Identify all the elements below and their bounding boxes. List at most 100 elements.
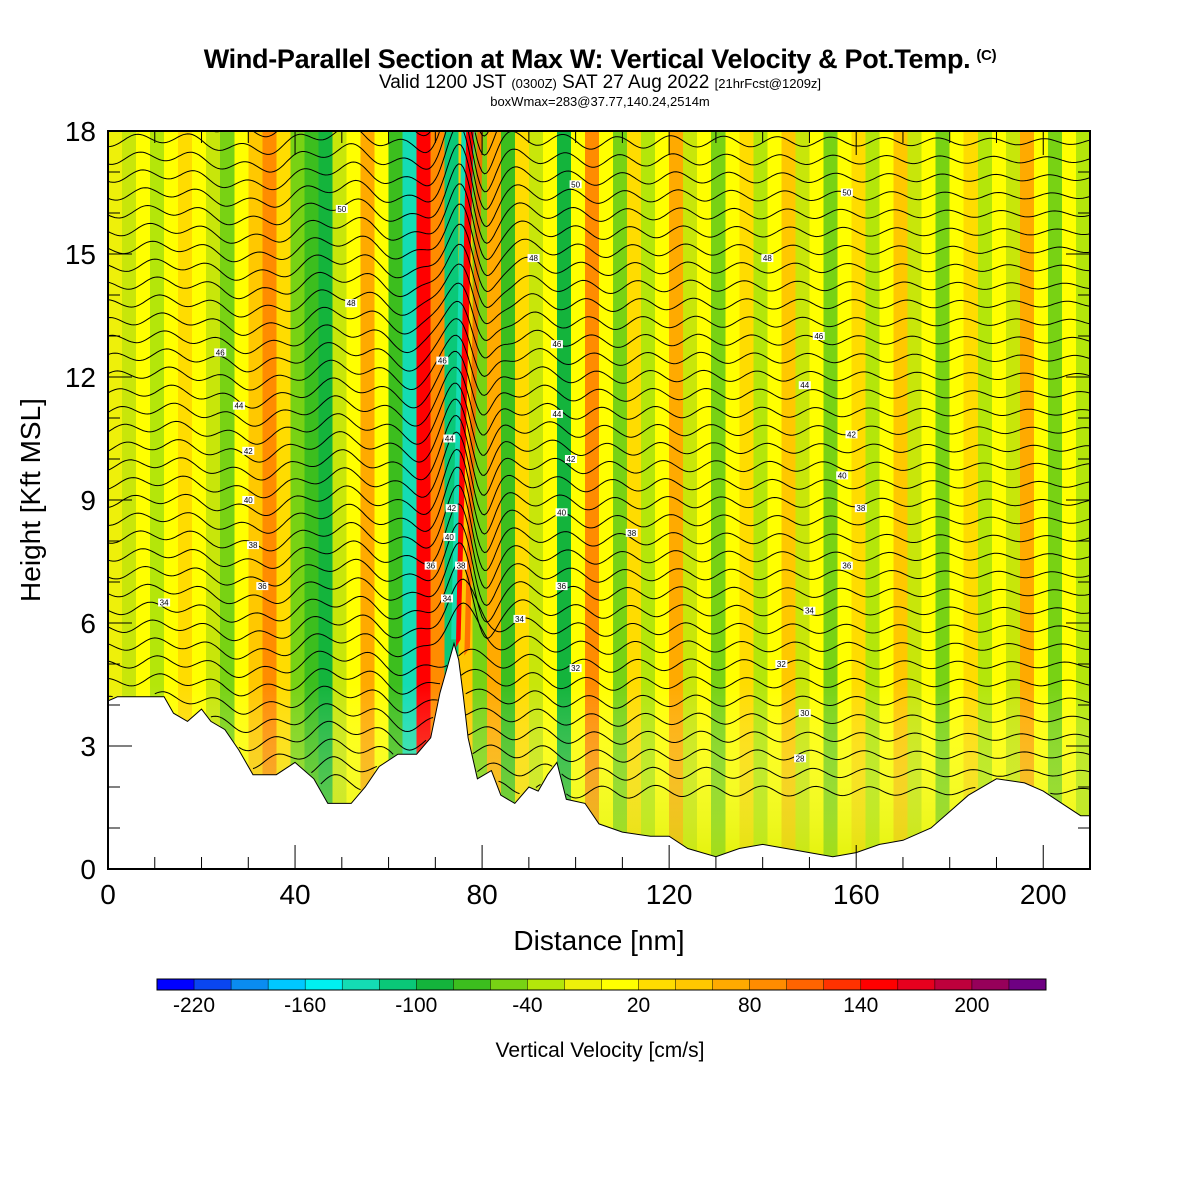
theta-contour [108,350,1090,416]
theta-label: 42 [447,504,456,513]
potential-temperature-labels: 34 36 38 40 42 44 46 48 50 36 34 40 38 42 44 46 34 36 40 42… [158,180,867,763]
y-axis-label: Height [Kft MSL] [15,398,46,602]
theta-label: 50 [337,205,346,214]
theta-label: 44 [445,435,454,444]
theta-contour [252,738,1090,770]
theta-label: 42 [566,455,575,464]
colorbar-swatch [1008,979,1047,990]
theta-label-bg [625,528,638,537]
theta-label-bg [158,598,171,607]
colorbar-tick-label: 140 [843,994,878,1017]
theta-label-bg [443,532,456,541]
theta-label: 40 [557,508,566,517]
theta-label-bg [256,582,269,591]
theta-label: 38 [856,504,865,513]
theta-contour [108,503,1090,589]
theta-contour [108,648,1090,679]
colorbar-swatch [490,979,528,990]
theta-label-bg [803,606,816,615]
theta-label-bg [550,340,563,349]
theta-label-bg [232,401,245,410]
theta-contour [108,131,1090,175]
theta-label: 42 [847,430,856,439]
theta-contour [108,223,1090,293]
theta-label: 38 [627,529,636,538]
theta-label-bg [836,471,849,480]
theta-label: 34 [443,594,452,603]
theta-label: 44 [800,381,809,390]
theta-label: 46 [438,357,447,366]
theta-contour [108,562,1090,639]
theta-label: 50 [842,189,851,198]
theta-label-bg [761,254,774,263]
y-tick-label: 0 [80,854,96,885]
colorbar-swatch [786,979,825,990]
theta-label-bg [246,541,259,550]
theta-label: 32 [571,664,580,673]
theta-label-bg [569,180,582,189]
colorbar-swatch [268,979,306,990]
x-tick-label: 120 [646,879,693,910]
theta-contour [108,318,1090,377]
theta-label-bg [214,348,227,357]
potential-temperature-contours [108,131,1090,799]
theta-label: 34 [515,615,524,624]
theta-label-bg [527,254,540,263]
chart-subtitle: Valid 1200 JST (0300Z) SAT 27 Aug 2022 [… [378,72,822,93]
theta-contour [108,203,1090,277]
x-tick-label: 160 [833,879,880,910]
theta-label-bg [812,332,825,340]
theta-label-bg [441,594,454,603]
theta-contour [108,466,1090,554]
terrain-mask [108,641,1090,869]
colorbar-swatch [897,979,936,990]
colorbar-tick-label: -40 [512,994,542,1017]
colorbar-swatch [601,979,639,990]
colorbar-swatch [971,979,1010,990]
theta-label: 28 [796,754,805,763]
theta-contour [108,398,1090,476]
theta-contour [108,366,1090,436]
colorbar-swatch [416,979,454,990]
y-tick-label: 6 [80,608,96,639]
theta-label-bg [443,434,456,443]
x-axis-label: Distance [nm] [513,925,684,956]
theta-label-bg [775,660,788,668]
theta-contour [108,131,1090,210]
theta-label: 40 [445,533,454,542]
theta-label-bg [564,455,577,463]
colorbar-swatch [379,979,417,990]
theta-contour [108,300,1090,359]
y-tick-label: 18 [65,116,96,147]
x-tick-label: 200 [1020,879,1067,910]
theta-contour [108,334,1090,396]
theta-label-bg [798,709,811,718]
theta-label: 36 [426,562,435,571]
x-tick-label: 80 [467,879,498,910]
theta-label-bg [345,299,358,308]
colorbar-tick-label: -100 [395,994,437,1017]
theta-label: 36 [557,582,566,591]
theta-label: 40 [244,496,253,505]
colorbar-swatch [675,979,714,990]
theta-label: 36 [842,562,851,571]
colorbar-swatch [934,979,973,990]
theta-contour [311,756,1090,781]
theta-contour [210,703,1090,734]
theta-label: 44 [552,410,561,419]
theta-label-bg [794,754,807,763]
y-tick-label: 12 [65,362,96,393]
theta-contour [108,602,1090,660]
theta-label: 46 [814,332,823,341]
theta-label-bg [436,356,449,365]
colorbar-swatch [157,979,195,990]
theta-contour [108,578,1090,642]
theta-label-bg [840,188,853,197]
colorbar-swatch [305,979,343,990]
chart-title: Wind-Parallel Section at Max W: Vertical… [203,44,997,74]
theta-contour [108,431,1090,516]
theta-label: 30 [800,709,809,718]
colorbar-swatch [453,979,491,990]
